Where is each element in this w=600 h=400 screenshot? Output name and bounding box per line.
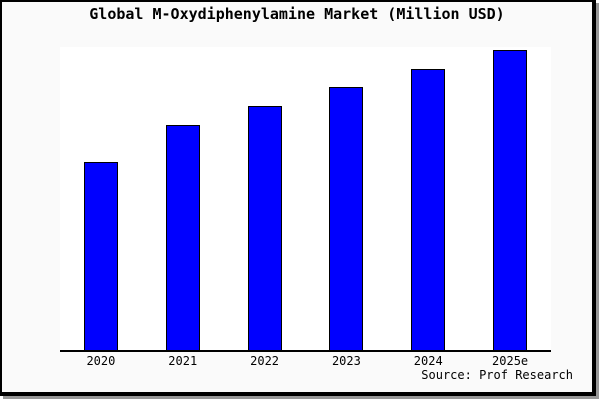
x-tick-label: 2022 — [250, 354, 280, 368]
x-tick-label: 2023 — [331, 354, 361, 368]
bar-2024 — [411, 68, 446, 350]
bar-2021 — [165, 125, 200, 350]
x-tick-label: 2024 — [413, 354, 443, 368]
bar-2022 — [247, 106, 282, 350]
x-tick-label: 2025e — [492, 354, 529, 368]
x-axis-labels: 2020 2021 2022 2023 2024 2025e — [60, 354, 551, 368]
bar-2025e — [493, 50, 528, 350]
plot-area — [60, 47, 551, 352]
chart-title: Global M-Oxydiphenylamine Market (Millio… — [89, 5, 505, 23]
bar-2020 — [83, 161, 118, 350]
x-tick-label: 2021 — [168, 354, 198, 368]
bar-2023 — [329, 86, 364, 350]
source-credit: Source: Prof Research — [421, 368, 573, 382]
x-tick-label: 2020 — [86, 354, 116, 368]
